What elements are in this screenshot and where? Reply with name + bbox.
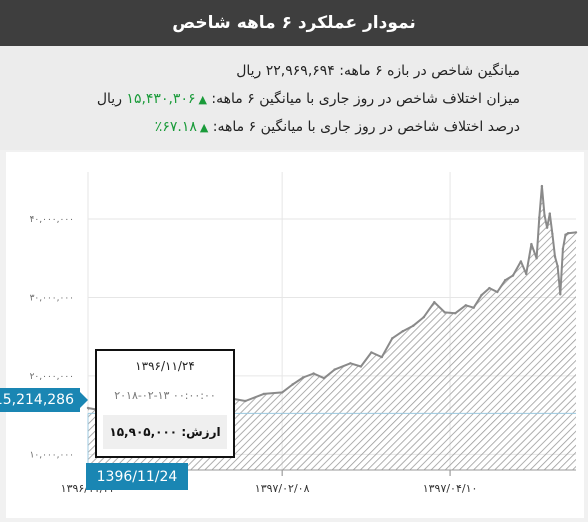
y-tick-label: ۳۰,۰۰۰,۰۰۰ xyxy=(30,293,74,303)
y-tick-label: ۱۰,۰۰۰,۰۰۰ xyxy=(30,450,74,460)
y-tick-label: ۴۰,۰۰۰,۰۰۰ xyxy=(30,215,74,225)
crosshair-x-label: 1396/11/24 xyxy=(96,468,178,485)
data-point xyxy=(530,242,533,246)
data-point xyxy=(538,216,541,219)
crosshair-x-badge: 1396/11/24 xyxy=(86,463,188,490)
stat-difference: میزان اختلاف شاخص در روز جاری با میانگین… xyxy=(97,91,520,107)
y-tick-label: ۲۰,۰۰۰,۰۰۰ xyxy=(30,372,74,382)
crosshair-y-badge-arrow xyxy=(80,392,88,408)
data-point xyxy=(564,233,567,236)
chart-header: نمودار عملکرد ۶ ماهه شاخص xyxy=(0,0,588,46)
data-point xyxy=(281,391,284,394)
stat-difference-value: ۱۵,۴۳۰,۳۰۶ xyxy=(126,91,196,107)
data-point xyxy=(566,232,570,235)
stat-difference-unit: ریال xyxy=(96,91,122,107)
chart-header-title: نمودار عملکرد ۶ ماهه شاخص xyxy=(172,13,416,33)
data-point xyxy=(545,226,549,229)
data-point xyxy=(540,184,544,188)
stat-average-label: میانگین شاخص در بازه ۶ ماهه: xyxy=(339,63,520,79)
x-tick-label: ۱۳۹۷/۰۴/۱۰ xyxy=(423,482,478,495)
stat-average: میانگین شاخص در بازه ۶ ماهه: ۲۲,۹۶۹,۶۹۴ … xyxy=(236,63,520,79)
data-point xyxy=(535,257,538,260)
data-point xyxy=(262,392,265,396)
tooltip-date: ۱۳۹۶/۱۱/۲۴ xyxy=(135,359,195,373)
stats-panel: میانگین شاخص در بازه ۶ ماهه: ۲۲,۹۶۹,۶۹۴ … xyxy=(0,46,588,150)
data-point xyxy=(412,324,415,327)
data-point xyxy=(553,255,557,258)
data-point xyxy=(511,274,515,277)
data-point xyxy=(333,368,336,371)
stat-average-unit: ریال xyxy=(236,63,262,79)
data-point xyxy=(349,362,352,365)
data-point xyxy=(496,290,499,294)
data-point xyxy=(561,247,565,251)
data-point xyxy=(454,312,457,315)
tooltip-value: ۱۵,۹۰۵,۰۰۰ xyxy=(109,425,178,439)
data-point xyxy=(556,264,559,268)
x-tick-label: ۱۳۹۷/۰۲/۰۸ xyxy=(255,482,310,495)
data-point xyxy=(391,337,394,340)
data-point xyxy=(401,330,404,333)
data-point xyxy=(322,377,326,380)
data-point xyxy=(359,365,363,368)
stat-average-value: ۲۲,۹۶۹,۶۹۴ xyxy=(265,63,335,79)
data-point xyxy=(519,260,523,263)
data-point xyxy=(488,286,491,290)
stat-percent-label: درصد اختلاف شاخص در روز جاری با میانگین … xyxy=(212,119,520,135)
data-point xyxy=(422,315,425,319)
data-point xyxy=(551,232,554,236)
data-point xyxy=(370,351,373,354)
crosshair-y-label: 15,214,286 xyxy=(0,392,74,408)
data-point xyxy=(548,212,551,215)
tooltip-value-box: ارزش: ۱۵,۹۰۵,۰۰۰ xyxy=(103,415,227,449)
data-point xyxy=(574,231,578,234)
stat-percent-value: ۶۷.۱۸٪ xyxy=(154,119,197,135)
data-point xyxy=(559,293,562,296)
data-point xyxy=(464,304,467,307)
stat-percent: درصد اختلاف شاخص در روز جاری با میانگین … xyxy=(155,119,520,135)
data-point xyxy=(472,306,475,309)
data-point xyxy=(504,279,507,282)
chart-tooltip: ۱۳۹۶/۱۱/۲۴ ۲۰۱۸-۰۲-۱۳ ۰۰:۰۰:۰۰ ارزش: ۱۵,… xyxy=(95,349,235,458)
up-triangle-icon: ▲ xyxy=(198,93,207,106)
series-line xyxy=(87,185,577,412)
data-point xyxy=(543,213,546,217)
crosshair-y-badge: 15,214,286 xyxy=(0,388,80,412)
tooltip-value-label: ارزش: xyxy=(181,425,221,439)
data-point xyxy=(301,376,305,379)
data-point xyxy=(380,355,383,359)
data-point xyxy=(525,272,528,276)
data-point xyxy=(291,383,294,386)
up-triangle-icon: ▲ xyxy=(199,121,209,134)
data-point xyxy=(244,399,247,403)
stat-difference-label: میزان اختلاف شاخص در روز جاری با میانگین… xyxy=(211,91,520,107)
data-point xyxy=(312,372,315,375)
tooltip-iso-date: ۲۰۱۸-۰۲-۱۳ ۰۰:۰۰:۰۰ xyxy=(114,389,216,402)
data-point xyxy=(443,311,446,314)
data-point xyxy=(433,301,436,304)
data-point xyxy=(480,293,483,297)
